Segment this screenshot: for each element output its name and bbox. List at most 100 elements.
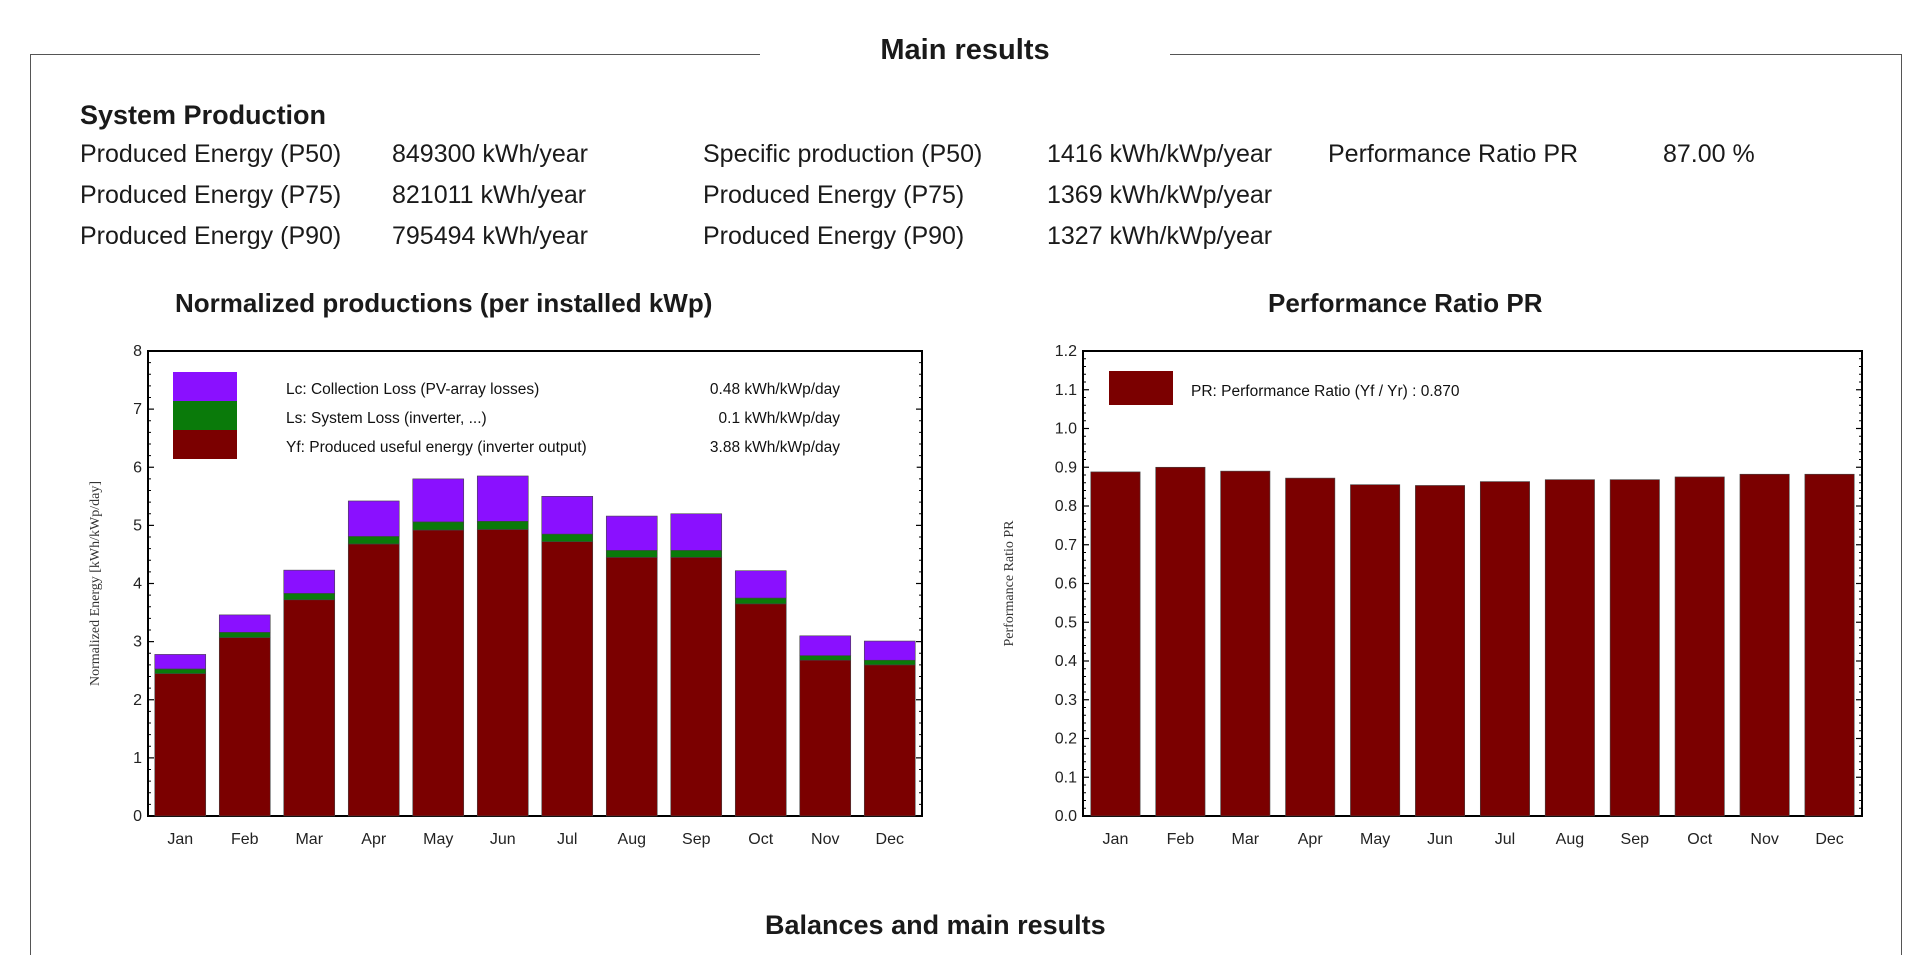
bar-yf-feb	[218, 637, 271, 817]
watermark-glyph	[907, 466, 953, 504]
pr-value: 87.00 %	[1663, 140, 1755, 168]
chart1-ytick-label: 4	[133, 576, 142, 593]
chart2-xtick-label: Feb	[1167, 831, 1195, 848]
chart1-xtick-label: Jan	[167, 831, 193, 848]
chart2-xtick-label: Dec	[1815, 831, 1843, 848]
bar-ls-oct	[734, 597, 787, 605]
legend-swatch-lc	[173, 372, 237, 401]
bar-ls-jul	[541, 533, 594, 542]
legend-swatch-ls	[173, 401, 237, 430]
chart2-xtick-label: Aug	[1556, 831, 1584, 848]
p75-energy-value: 821011 kWh/year	[392, 181, 587, 209]
bar-lc-jul	[541, 496, 594, 535]
bar-pr-jul	[1479, 481, 1530, 817]
bar-ls-aug	[605, 550, 658, 558]
chart2-ytick-label: 0.9	[1055, 459, 1077, 476]
chart2-xtick-label: Jul	[1495, 831, 1515, 848]
bar-pr-jun	[1415, 485, 1466, 817]
bar-yf-aug	[605, 557, 658, 817]
bar-lc-jan	[154, 654, 207, 670]
bar-pr-aug	[1544, 479, 1595, 817]
bar-ls-mar	[283, 593, 336, 601]
chart2-ytick-label: 0.8	[1055, 498, 1077, 515]
chart1-ytick-label: 1	[133, 750, 142, 767]
p50-energy-value: 849300 kWh/year	[392, 140, 588, 168]
chart1-xtick-label: Nov	[811, 831, 839, 848]
bar-pr-dec	[1804, 473, 1855, 817]
pr-chart-title: Performance Ratio PR	[1268, 288, 1543, 318]
legend-label-ls: Ls: System Loss (inverter, ...)	[286, 410, 487, 427]
bar-ls-jun	[476, 521, 529, 530]
chart2-xtick-label: Nov	[1750, 831, 1778, 848]
bar-yf-jan	[154, 673, 207, 817]
bar-yf-dec	[863, 664, 916, 817]
bar-lc-mar	[283, 569, 336, 594]
chart1-xtick-label: Sep	[682, 831, 711, 848]
chart2-ytick-label: 0.5	[1055, 614, 1077, 631]
bar-pr-may	[1350, 484, 1401, 817]
bar-ls-feb	[218, 632, 271, 638]
p75-specific-label: Produced Energy (P75)	[703, 181, 965, 209]
p90-energy-value: 795494 kWh/year	[392, 222, 588, 250]
bar-ls-jan	[154, 668, 207, 674]
p50-specific-value: 1416 kWh/kWp/year	[1047, 140, 1273, 168]
chart1-ytick-label: 3	[133, 634, 142, 651]
bar-lc-oct	[734, 570, 787, 599]
chart2-ytick-label: 1.0	[1055, 421, 1077, 438]
chart1-xtick-label: Jul	[557, 831, 577, 848]
bar-yf-may	[412, 529, 465, 817]
p50-energy-label: Produced Energy (P50)	[80, 140, 342, 168]
p90-specific-label: Produced Energy (P90)	[703, 222, 965, 250]
bar-yf-sep	[670, 557, 723, 817]
bar-pr-sep	[1609, 479, 1660, 817]
bar-lc-nov	[799, 635, 852, 656]
legend-value-lc: 0.48 kWh/kWp/day	[710, 381, 840, 398]
bar-yf-apr	[347, 543, 400, 817]
chart1-xtick-label: Dec	[876, 831, 904, 848]
p90-specific-value: 1327 kWh/kWp/year	[1047, 222, 1273, 250]
normalized-productions-chart: 0 1 2 3 4 5 6 7 8 Normalized Energy [kWh/kWp/day]…	[88, 343, 923, 848]
chart1-ytick-label: 8	[133, 343, 142, 360]
chart2-xtick-label: Oct	[1687, 831, 1712, 848]
bar-yf-mar	[283, 599, 336, 817]
bar-yf-jun	[476, 529, 529, 817]
legend-label-lc: Lc: Collection Loss (PV-array losses)	[286, 381, 539, 398]
main-results-title: Main results	[760, 34, 1170, 67]
bar-ls-nov	[799, 655, 852, 661]
chart1-xtick-label: May	[423, 831, 453, 848]
chart1-plot-area	[147, 350, 923, 817]
chart2-xtick-label: Apr	[1298, 831, 1324, 848]
legend-label-pr: PR: Performance Ratio (Yf / Yr) : 0.870	[1191, 383, 1460, 400]
legend-value-yf: 3.88 kWh/kWp/day	[710, 439, 840, 456]
chart2-ylabel: Performance Ratio PR	[1002, 520, 1017, 647]
bar-lc-dec	[863, 640, 916, 661]
p75-specific-value: 1369 kWh/kWp/year	[1047, 181, 1273, 209]
bar-pr-mar	[1220, 470, 1271, 817]
chart1-ytick-label: 0	[133, 808, 142, 825]
p90-energy-label: Produced Energy (P90)	[80, 222, 342, 250]
chart1-xtick-label: Mar	[295, 831, 323, 848]
chart1-xtick-label: Apr	[361, 831, 387, 848]
chart2-ytick-label: 1.1	[1055, 382, 1077, 399]
legend-swatch-yf	[173, 430, 237, 459]
chart1-ytick-label: 5	[133, 517, 142, 534]
bar-ls-apr	[347, 536, 400, 545]
chart2-xtick-label: Sep	[1621, 831, 1650, 848]
legend-value-ls: 0.1 kWh/kWp/day	[719, 410, 841, 427]
chart2-xtick-label: May	[1360, 831, 1390, 848]
chart1-ytick-label: 6	[133, 459, 142, 476]
performance-ratio-chart: 0.0 0.1 0.2 0.3 0.4 0.5 0.6 0.7 0.8 0.9 1.0 1.1 1.2 P…	[1002, 343, 1863, 848]
chart1-ylabel: Normalized Energy [kWh/kWp/day]	[88, 481, 103, 686]
bar-yf-nov	[799, 659, 852, 817]
pr-label: Performance Ratio PR	[1328, 140, 1579, 168]
chart2-ytick-label: 0.1	[1055, 769, 1077, 786]
p75-energy-label: Produced Energy (P75)	[80, 181, 342, 209]
bar-pr-oct	[1674, 476, 1725, 817]
chart2-ytick-label: 0.4	[1055, 653, 1077, 670]
chart2-ytick-label: 0.7	[1055, 537, 1077, 554]
chart1-xtick-label: Feb	[231, 831, 259, 848]
chart1-xtick-label: Aug	[618, 831, 646, 848]
balances-title: Balances and main results	[765, 910, 1106, 940]
chart2-xtick-label: Jun	[1427, 831, 1453, 848]
bar-pr-feb	[1155, 466, 1206, 817]
